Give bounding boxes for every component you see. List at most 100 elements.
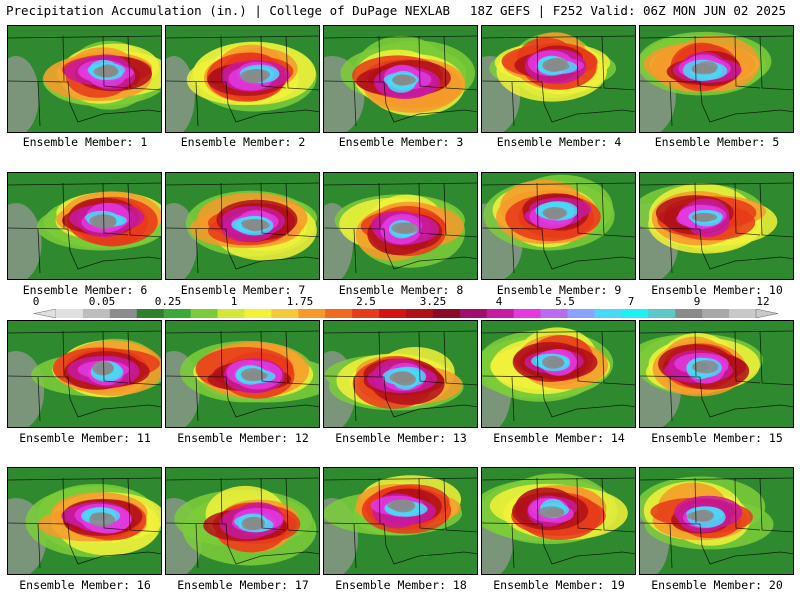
- ensemble-member-label: Ensemble Member: 10: [651, 283, 783, 297]
- legend-color-swatch: [244, 309, 272, 318]
- ensemble-map-panel: [165, 467, 320, 575]
- legend-color-swatch: [56, 309, 84, 318]
- ensemble-member-label: Ensemble Member: 11: [19, 431, 151, 445]
- ensemble-map-panel: [481, 172, 636, 280]
- legend-tick-label: 1: [230, 295, 238, 308]
- ensemble-map-panel: [7, 172, 162, 280]
- ensemble-map-panel: [481, 320, 636, 428]
- legend-color-swatch: [648, 309, 676, 318]
- precip-map: [640, 173, 793, 279]
- ensemble-map-panel: [165, 320, 320, 428]
- ensemble-map-panel: [481, 467, 636, 575]
- legend-color-swatch: [729, 309, 757, 318]
- precip-map: [166, 26, 319, 132]
- precip-map: [166, 321, 319, 427]
- legend-color-swatch: [540, 309, 569, 318]
- legend-color-swatch: [675, 309, 703, 318]
- ensemble-member-label: Ensemble Member: 2: [180, 135, 306, 149]
- legend-color-swatch: [621, 309, 649, 318]
- legend-color-swatch: [567, 309, 595, 318]
- ensemble-member-label: Ensemble Member: 9: [496, 283, 622, 297]
- legend-color-swatch: [379, 309, 407, 318]
- precip-map: [8, 321, 161, 427]
- ensemble-map-panel: [481, 25, 636, 133]
- legend-color-swatch: [217, 309, 245, 318]
- ensemble-member-label: Ensemble Member: 20: [651, 578, 783, 592]
- ensemble-member-label: Ensemble Member: 5: [654, 135, 780, 149]
- ensemble-map-panel: [639, 320, 794, 428]
- precip-map: [324, 26, 477, 132]
- precip-map: [482, 468, 635, 574]
- legend-tick-label: 4: [495, 295, 503, 308]
- precip-legend: 0 0.05 0.25 1 1.75 2.5 3.25 4 5.5 7 9 12: [28, 295, 788, 318]
- legend-tick-label: 2.5: [356, 295, 376, 308]
- precip-map: [166, 468, 319, 574]
- model-run-info: 18Z GEFS | F252 Valid: 06Z MON JUN 02 20…: [469, 3, 786, 18]
- legend-color-swatch: [352, 309, 380, 318]
- ensemble-map-panel: [323, 172, 478, 280]
- precip-map: [8, 173, 161, 279]
- ensemble-member-label: Ensemble Member: 18: [335, 578, 467, 592]
- ensemble-map-panel: [165, 172, 320, 280]
- precip-map: [482, 26, 635, 132]
- precip-map: [324, 321, 477, 427]
- legend-max-arrow: [755, 309, 778, 318]
- ensemble-map-panel: [639, 25, 794, 133]
- legend-tick-label: 0: [32, 295, 40, 308]
- precip-map: [166, 173, 319, 279]
- ensemble-member-label: Ensemble Member: 1: [22, 135, 148, 149]
- ensemble-map-panel: [7, 25, 162, 133]
- legend-color-swatch: [82, 309, 111, 318]
- precip-map: [324, 173, 477, 279]
- ensemble-map-panel: [639, 467, 794, 575]
- precip-map: [640, 468, 793, 574]
- legend-color-swatch: [271, 309, 299, 318]
- legend-color-swatch: [298, 309, 326, 318]
- ensemble-map-panel: [165, 25, 320, 133]
- ensemble-member-label: Ensemble Member: 16: [19, 578, 151, 592]
- ensemble-map-panel: [7, 467, 162, 575]
- legend-color-bar: [34, 309, 778, 318]
- ensemble-map-panel: [7, 320, 162, 428]
- map-title: Precipitation Accumulation (in.) | Colle…: [6, 3, 451, 18]
- precip-map: [640, 26, 793, 132]
- ensemble-member-label: Ensemble Member: 15: [651, 431, 783, 445]
- legend-color-swatch: [459, 309, 488, 318]
- legend-tick-label: 9: [693, 295, 701, 308]
- precip-map: [482, 173, 635, 279]
- legend-color-swatch: [406, 309, 434, 318]
- ensemble-member-label: Ensemble Member: 6: [22, 283, 148, 297]
- ensemble-member-label: Ensemble Member: 13: [335, 431, 467, 445]
- ensemble-member-label: Ensemble Member: 7: [180, 283, 306, 297]
- precip-map: [324, 468, 477, 574]
- legend-tick-label: 5.5: [555, 295, 575, 308]
- legend-tick-label: 7: [627, 295, 635, 308]
- legend-color-swatch: [702, 309, 730, 318]
- legend-color-swatch: [486, 309, 515, 318]
- legend-color-swatch: [190, 309, 219, 318]
- legend-color-swatch: [513, 309, 542, 318]
- precip-map: [8, 468, 161, 574]
- legend-color-swatch: [136, 309, 165, 318]
- ensemble-member-label: Ensemble Member: 3: [338, 135, 464, 149]
- precip-map: [8, 26, 161, 132]
- ensemble-map-panel: [323, 25, 478, 133]
- legend-color-swatch: [594, 309, 622, 318]
- ensemble-member-label: Ensemble Member: 17: [177, 578, 309, 592]
- ensemble-member-label: Ensemble Member: 4: [496, 135, 622, 149]
- precip-map: [482, 321, 635, 427]
- ensemble-member-label: Ensemble Member: 14: [493, 431, 625, 445]
- legend-color-swatch: [432, 309, 461, 318]
- ensemble-member-label: Ensemble Member: 19: [493, 578, 625, 592]
- legend-tick-label: 3.25: [419, 295, 447, 308]
- ensemble-map-panel: [639, 172, 794, 280]
- ensemble-map-panel: [323, 320, 478, 428]
- legend-color-swatch: [325, 309, 353, 318]
- legend-tick-label: 12: [756, 295, 770, 308]
- ensemble-member-label: Ensemble Member: 8: [338, 283, 464, 297]
- ensemble-member-label: Ensemble Member: 12: [177, 431, 309, 445]
- legend-tick-label: 0.25: [154, 295, 182, 308]
- legend-min-arrow: [34, 309, 57, 318]
- legend-color-swatch: [109, 309, 138, 318]
- legend-tick-label: 0.05: [88, 295, 116, 308]
